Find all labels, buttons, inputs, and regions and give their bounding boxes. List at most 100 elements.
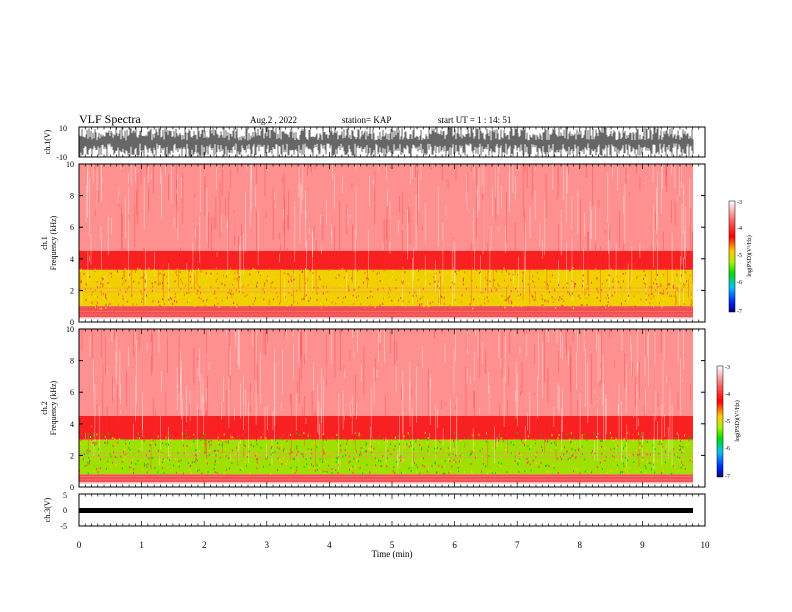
spectrogram-speckle xyxy=(375,469,377,472)
spectrogram-speckle xyxy=(138,281,140,284)
spectrogram-speckle xyxy=(447,270,449,273)
spectrogram-speckle xyxy=(112,444,114,447)
spectrogram-speckle xyxy=(688,284,690,287)
spectrogram-speckle xyxy=(163,306,165,309)
spectrogram-speckle xyxy=(376,272,378,275)
spectrogram-speckle xyxy=(333,282,335,285)
spectrogram-speckle xyxy=(159,304,161,307)
spectrogram-speckle xyxy=(672,465,674,468)
spectrogram-speckle xyxy=(172,437,173,440)
spectrogram-speckle xyxy=(663,292,665,295)
spectrogram-speckle xyxy=(179,449,181,452)
spectrogram-speckle xyxy=(296,466,298,469)
spectrogram-speckle xyxy=(195,453,197,456)
spectrogram-speckle xyxy=(322,452,324,455)
spectrogram-speckle xyxy=(109,453,111,456)
ch1-cb-tick: -3 xyxy=(737,200,742,206)
spectrogram-speckle xyxy=(243,444,245,447)
spectrogram-speckle xyxy=(596,436,597,438)
spectrogram-speckle xyxy=(423,457,424,460)
spectrogram-speckle xyxy=(646,460,648,463)
ch1-channel-label: ch.1 xyxy=(40,236,49,250)
spectrogram-speckle xyxy=(443,302,445,305)
spectrogram-speckle xyxy=(662,292,664,295)
spectrogram-speckle xyxy=(94,289,96,292)
spectrogram-speckle xyxy=(323,450,325,452)
spectrogram-speckle xyxy=(626,431,628,434)
spectrogram-speckle xyxy=(488,455,490,458)
spectrogram-speckle xyxy=(249,273,251,276)
spectrogram-speckle xyxy=(436,447,438,449)
spectrogram-speckle xyxy=(138,450,140,453)
spectrogram-speckle xyxy=(269,463,271,466)
spectrogram-speckle xyxy=(241,433,243,436)
spectrogram-speckle xyxy=(357,460,359,463)
ch1-colorbar-label: log(PSD)(V²/Hz) xyxy=(746,235,753,276)
spectrogram-speckle xyxy=(588,294,590,297)
spectrogram-speckle xyxy=(612,280,614,283)
spectrogram-speckle xyxy=(338,274,340,277)
spectrogram-speckle xyxy=(422,287,424,290)
spectrogram-speckle xyxy=(394,471,396,474)
spectrogram-speckle xyxy=(653,305,655,308)
spectrogram-speckle xyxy=(100,282,102,285)
spectrogram-speckle xyxy=(256,281,258,284)
spectrogram-speckle xyxy=(637,454,639,456)
spectrogram-speckle xyxy=(308,452,310,455)
spectrogram-speckle xyxy=(607,294,609,297)
spectrogram-speckle xyxy=(662,445,664,448)
ch1-ylabel: ch.1(V) xyxy=(43,129,52,154)
spectrogram-speckle xyxy=(504,279,506,282)
spectrogram-speckle xyxy=(599,461,601,464)
spectrogram-speckle xyxy=(93,435,95,437)
spectrogram-speckle xyxy=(152,300,154,303)
spectrogram-speckle xyxy=(444,289,446,292)
spectrogram-speckle xyxy=(501,438,503,441)
spectrogram-speckle xyxy=(540,433,542,436)
spectrogram-speckle xyxy=(622,465,624,468)
spectrogram-speckle xyxy=(557,457,559,460)
spectrogram-speckle xyxy=(541,298,543,301)
spectrogram-speckle xyxy=(636,449,637,452)
spectrogram-speckle xyxy=(232,293,234,296)
spectrogram-speckle xyxy=(147,267,149,270)
spectrogram-band xyxy=(79,250,693,270)
spectrogram-speckle xyxy=(470,463,472,466)
spectrogram-speckle xyxy=(569,287,571,290)
spectrogram-speckle xyxy=(234,271,236,274)
spectrogram-speckle xyxy=(680,305,682,308)
spectrogram-speckle xyxy=(457,466,459,469)
spectrogram-speckle xyxy=(349,460,351,463)
spectrogram-speckle xyxy=(97,470,99,473)
spectrogram-speckle xyxy=(128,270,129,273)
spectrogram-speckle xyxy=(208,449,210,452)
spectrogram-speckle xyxy=(392,470,394,473)
spectrogram-speckle xyxy=(622,471,624,473)
spectrogram-speckle xyxy=(676,288,678,291)
spectrogram-speckle xyxy=(322,438,324,441)
spectrogram-speckle xyxy=(99,286,101,289)
spectrogram-speckle xyxy=(524,444,525,446)
spectrogram-speckle xyxy=(569,269,571,272)
spectrogram-speckle xyxy=(108,289,110,291)
spectrogram-speckle xyxy=(494,281,496,284)
spectrogram-speckle xyxy=(377,288,379,291)
spectrogram-speckle xyxy=(400,297,402,299)
spectrogram-speckle xyxy=(534,442,536,445)
spectrogram-speckle xyxy=(620,286,622,289)
spectrogram-speckle xyxy=(418,269,420,272)
spectrogram-speckle xyxy=(408,467,410,470)
spectrogram-speckle xyxy=(462,455,464,458)
date-label: Aug.2 , 2022 xyxy=(250,115,297,125)
spectrogram-speckle xyxy=(673,453,675,456)
spectrogram-speckle xyxy=(542,304,544,306)
spectrogram-speckle xyxy=(255,297,256,300)
spectrogram-speckle xyxy=(487,270,489,273)
spectrogram-speckle xyxy=(345,269,347,272)
spectrogram-speckle xyxy=(408,442,410,445)
spectrogram-speckle xyxy=(232,449,234,452)
spectrogram-speckle xyxy=(420,448,422,451)
spectrogram-speckle xyxy=(464,271,466,274)
spectrogram-speckle xyxy=(401,471,402,474)
spectrogram-speckle xyxy=(98,454,100,457)
